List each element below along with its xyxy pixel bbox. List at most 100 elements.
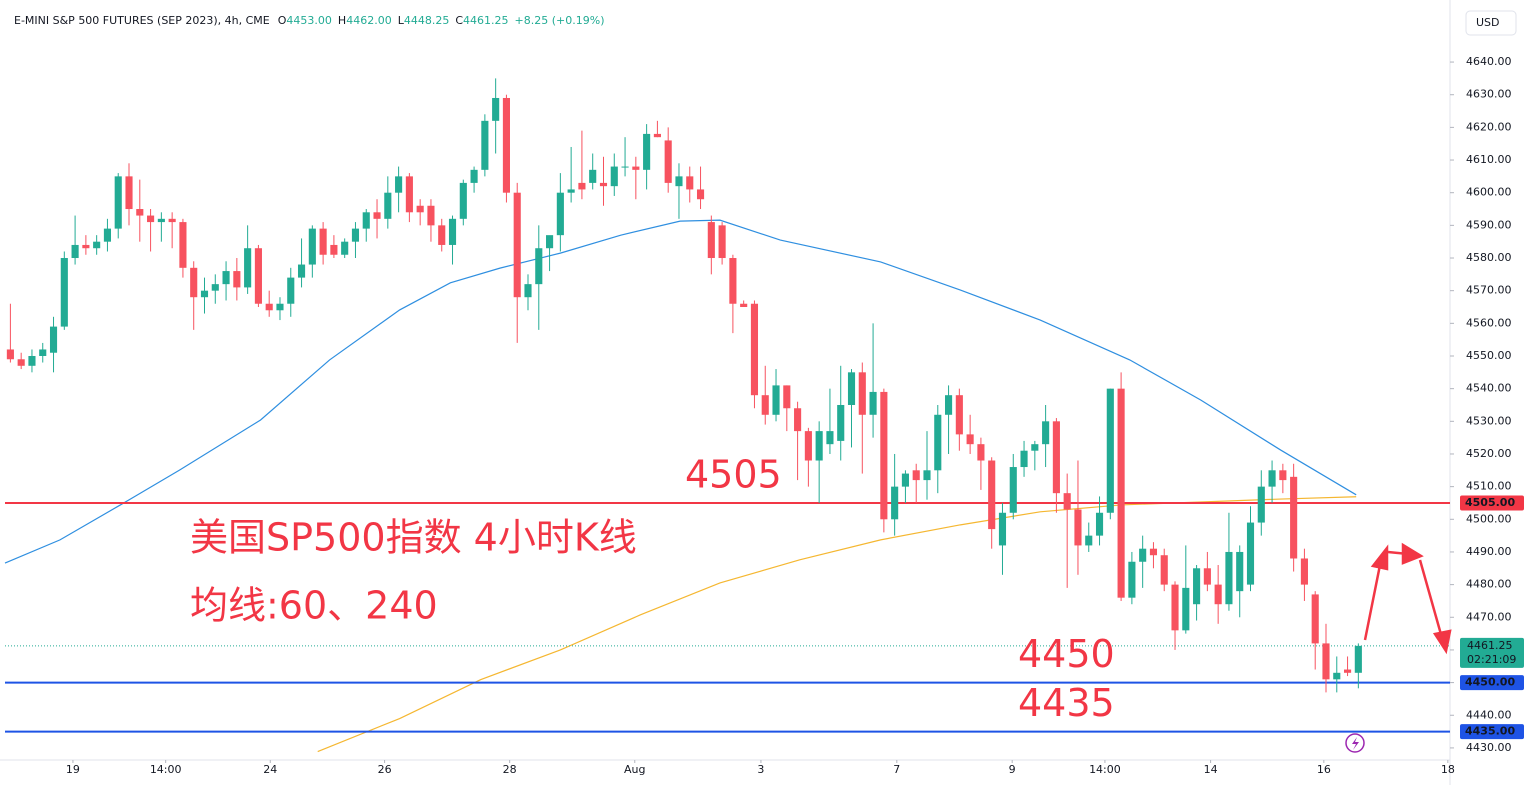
y-tick-label: 4480.00: [1466, 578, 1512, 591]
ohlc-value: 4461.25: [463, 14, 509, 27]
currency-button[interactable]: [1465, 10, 1517, 36]
candle-body: [729, 258, 737, 304]
candle-body: [675, 176, 683, 187]
candle-body: [578, 182, 586, 190]
x-tick-label: 24: [263, 763, 277, 776]
candle-body: [1300, 558, 1308, 585]
candle-body: [384, 192, 392, 219]
candle-body: [470, 169, 478, 183]
candle-body: [1074, 509, 1082, 546]
candle-body: [71, 244, 79, 259]
candle-body: [740, 303, 748, 308]
arrow: [1418, 559, 1444, 639]
candle-body: [761, 395, 769, 415]
candle-body: [589, 169, 597, 183]
candle-body: [1020, 450, 1028, 468]
alert-icon[interactable]: [1345, 733, 1365, 753]
currency[interactable]: USD: [1476, 16, 1500, 29]
candle-body: [39, 349, 47, 356]
y-tick-label: 4430.00: [1466, 741, 1512, 754]
candle-body: [880, 391, 888, 520]
candle-body: [49, 326, 58, 353]
candle-body: [93, 241, 101, 249]
candle-body: [308, 228, 316, 265]
annotation: 4505: [685, 452, 782, 496]
candle-body: [621, 166, 629, 168]
candle-body: [168, 218, 176, 223]
moving-average: [4, 219, 1357, 564]
y-tick-label: 4490.00: [1466, 545, 1512, 558]
arrow: [1363, 559, 1383, 641]
candle-body: [502, 97, 510, 193]
annotation: 均线:60、240: [190, 584, 438, 628]
candle-body: [783, 385, 791, 409]
candle-body: [1193, 568, 1201, 605]
candle-body: [492, 97, 500, 121]
level-tag-label: 4450.00: [1465, 676, 1515, 689]
x-tick-label: 19: [66, 763, 80, 776]
y-tick-label: 4530.00: [1466, 414, 1512, 427]
x-tick-label: Aug: [624, 763, 645, 776]
candle-body: [438, 225, 446, 245]
annotation: 4450: [1018, 632, 1115, 676]
candle-body: [1203, 568, 1211, 585]
y-tick-label: 4440.00: [1466, 708, 1512, 721]
candle-body: [200, 290, 209, 298]
arrows: [1363, 542, 1452, 655]
arrow-head: [1432, 629, 1452, 655]
chart-title: E-MINI S&P 500 FUTURES (SEP 2023), 4h, C…: [14, 14, 270, 27]
candle-body: [1063, 493, 1071, 510]
candle-body: [6, 349, 14, 360]
x-tick-label: 3: [757, 763, 764, 776]
x-tick-label: 26: [378, 763, 392, 776]
ohlc-value: 4448.25: [404, 14, 450, 27]
candle-body: [772, 385, 780, 415]
y-tick-label: 4570.00: [1466, 284, 1512, 297]
candle-body: [1322, 643, 1330, 680]
candle-body: [1160, 555, 1168, 585]
candle-body: [535, 248, 543, 285]
candle-body: [330, 244, 338, 255]
candle-body: [287, 277, 295, 304]
arrow-head: [1370, 544, 1389, 571]
candle-body: [1106, 388, 1114, 513]
y-tick-label: 4590.00: [1466, 218, 1512, 231]
candle-body: [1085, 535, 1093, 546]
candle-body: [17, 359, 25, 366]
x-tick-label: 7: [893, 763, 900, 776]
y-tick-label: 4500.00: [1466, 512, 1512, 525]
candle-body: [82, 244, 90, 249]
y-tick-label: 4610.00: [1466, 153, 1512, 166]
candle-body: [977, 444, 985, 461]
candle-body: [1290, 476, 1298, 559]
candle-body: [955, 395, 963, 435]
candle-body: [1236, 551, 1244, 592]
candle-body: [1311, 594, 1319, 644]
candle-body: [136, 209, 144, 216]
candle-body: [556, 192, 564, 236]
candle-body: [869, 391, 877, 415]
y-tick-label: 4510.00: [1466, 480, 1512, 493]
candle-body: [395, 176, 403, 193]
y-tick-label: 4640.00: [1466, 55, 1512, 68]
candle-body: [157, 218, 165, 223]
ohlc-key: C: [455, 14, 463, 27]
candle-body: [1214, 584, 1222, 605]
x-tick-label: 16: [1317, 763, 1331, 776]
candle-body: [901, 473, 909, 487]
candle-body: [1042, 421, 1050, 445]
candle-body: [1268, 470, 1276, 487]
last-price-tag: [1460, 637, 1524, 668]
candle-body: [567, 189, 575, 193]
x-tick-label: 9: [1009, 763, 1016, 776]
ohlc-value: 4462.00: [346, 14, 392, 27]
candle-body: [653, 133, 661, 138]
candle-body: [750, 303, 759, 396]
candle-body: [1246, 522, 1255, 585]
plot: [4, 78, 1450, 753]
candle-body: [254, 248, 262, 304]
candle-body: [599, 182, 608, 187]
candle-body: [632, 166, 640, 170]
axes: 4430.004440.004450.004460.004470.004480.…: [66, 55, 1524, 776]
candle-body: [190, 267, 198, 298]
